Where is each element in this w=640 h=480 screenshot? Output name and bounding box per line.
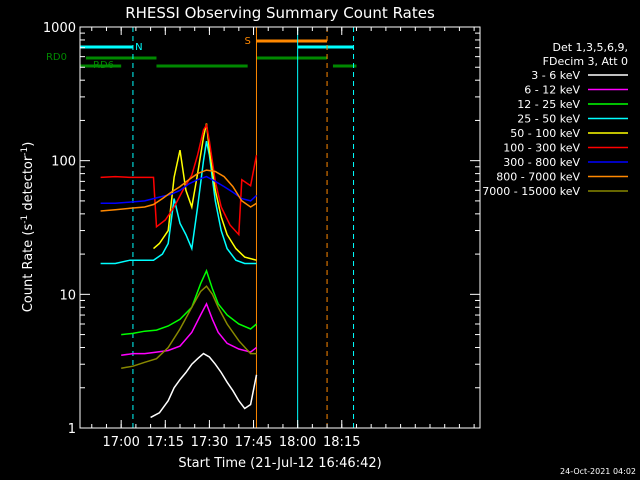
- series-line-7: [100, 169, 257, 212]
- x-tick-label-2: 17:30: [191, 435, 228, 450]
- series-line-5: [100, 122, 258, 237]
- series-line-6: [100, 175, 258, 205]
- flag-saa-label: S: [244, 36, 250, 47]
- legend-label-4: 50 - 100 keV: [510, 127, 580, 140]
- legend-label-1: 6 - 12 keV: [524, 84, 580, 97]
- series-line-1: [121, 301, 257, 357]
- chart-title: RHESSI Observing Summary Count Rates: [125, 4, 435, 22]
- legend-label-7: 800 - 7000 keV: [496, 171, 580, 184]
- series-group: [100, 122, 258, 419]
- date-stamp: 24-Oct-2021 04:02: [560, 467, 636, 476]
- flag-rd6-label: RD6: [93, 60, 114, 71]
- axes: [79, 26, 481, 429]
- legend: Det 1,3,5,6,9, FDecim 3, Att 0 3 - 6 keV…: [482, 41, 628, 198]
- ticks: 17:00 17:15 17:30 17:45 18:00 18:15 1 10 100 1000: [43, 21, 480, 450]
- plot-frame: [79, 26, 481, 429]
- legend-header-2: FDecim 3, Att 0: [543, 55, 628, 68]
- legend-label-0: 3 - 6 keV: [531, 69, 580, 82]
- series-line-8: [121, 285, 257, 369]
- flag-rd0-label: RD0: [46, 52, 67, 63]
- legend-label-8: 7000 - 15000 keV: [482, 185, 580, 198]
- series-line-4: [153, 123, 257, 261]
- series-line-2: [121, 268, 257, 336]
- x-tick-label-4: 18:00: [279, 435, 316, 450]
- y-tick-label-0: 1: [68, 422, 76, 437]
- y-tick-label-3: 1000: [43, 21, 76, 36]
- x-tick-label-3: 17:45: [235, 435, 272, 450]
- series-line-3: [100, 140, 257, 265]
- x-tick-label-1: 17:15: [147, 435, 184, 450]
- flag-bars: N S RD0 RD6: [46, 36, 357, 71]
- x-axis-label: Start Time (21-Jul-12 16:46:42): [178, 456, 381, 471]
- mode-vertical-lines: [79, 27, 355, 428]
- legend-header-1: Det 1,3,5,6,9,: [552, 41, 628, 54]
- legend-label-6: 300 - 800 keV: [503, 156, 580, 169]
- legend-label-5: 100 - 300 keV: [503, 142, 580, 155]
- x-tick-label-0: 17:00: [102, 435, 139, 450]
- y-tick-label-2: 100: [51, 155, 76, 170]
- legend-label-3: 25 - 50 keV: [517, 113, 580, 126]
- flag-night-label: N: [135, 42, 142, 53]
- series-line-0: [150, 352, 258, 419]
- y-tick-label-1: 10: [59, 288, 76, 303]
- x-tick-label-5: 18:15: [323, 435, 360, 450]
- y-axis-label: Count Rate (s-1 detector-1): [20, 142, 36, 313]
- legend-label-2: 12 - 25 keV: [517, 98, 580, 111]
